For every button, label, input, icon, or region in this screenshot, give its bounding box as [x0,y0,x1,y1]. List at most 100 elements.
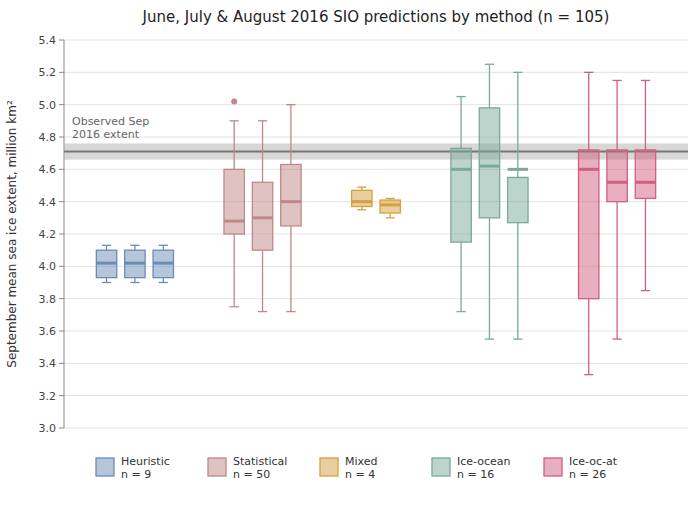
grid-line [64,363,688,364]
tick-label: 5.4 [39,34,57,47]
tick-label: 5.0 [39,99,57,112]
observed-label-line: Observed Sep [72,115,149,128]
whisker-cap-lower [485,338,494,339]
box [352,187,372,210]
box [96,245,116,282]
grid-line [64,40,688,41]
observed-label-line: 2016 extent [72,128,140,141]
observed-label: Observed Sep2016 extent [72,115,149,141]
tick-label: 3.4 [39,357,57,370]
box-body [607,150,627,202]
legend-label: Ice-oc-atn = 26 [569,455,618,481]
whisker-cap-upper [357,186,366,187]
box [252,121,272,312]
whisker-cap-upper [258,120,267,121]
median [125,262,145,265]
whisker-cap-lower [641,290,650,291]
whisker-cap-upper [612,80,621,81]
chart: June, July & August 2016 SIO predictions… [0,0,700,509]
legend-swatch [432,458,450,476]
box [508,72,528,339]
tick-mark [59,234,64,235]
legend-label-line: n = 26 [569,468,606,481]
grid-line [64,395,688,396]
whisker-cap-upper [513,72,522,73]
legend-label: Mixedn = 4 [345,455,377,481]
whisker-lower [106,278,107,283]
tick-mark [59,169,64,170]
tick-label: 4.2 [39,228,57,241]
legend-swatch [320,458,338,476]
legend-swatch [544,458,562,476]
whisker-lower [262,250,263,311]
plot-area [64,64,688,374]
whisker-lower [134,278,135,283]
box-body [479,108,499,218]
box-series [224,98,301,311]
whisker-cap-lower [612,338,621,339]
grid: 3.03.23.43.63.84.04.24.44.64.85.05.25.4 [39,34,689,435]
title: June, July & August 2016 SIO predictions… [142,8,610,26]
median [635,181,655,184]
whisker-lower [517,223,518,339]
tick-mark [59,40,64,41]
tick-label: 4.6 [39,163,57,176]
legend-label-line: n = 9 [121,468,151,481]
tick-label: 5.2 [39,66,57,79]
whisker-upper [106,245,107,250]
box [224,98,244,306]
median [281,200,301,203]
tick-mark [59,363,64,364]
whisker-upper [234,121,235,169]
median [380,203,400,206]
whisker-lower [163,278,164,283]
legend-label-line: Mixed [345,455,377,468]
whisker-cap-upper [485,64,494,65]
whisker-cap-upper [159,245,168,246]
whisker-lower [616,202,617,339]
box [125,245,145,282]
box-body [380,200,400,213]
legend-label: Heuristicn = 9 [121,455,170,481]
whisker-cap-upper [584,72,593,73]
flier [231,98,237,104]
box [635,80,655,290]
box-body [153,250,173,277]
legend-label-line: n = 16 [457,468,494,481]
median [224,220,244,223]
whisker-cap-lower [456,311,465,312]
box-body [508,177,528,222]
box-body [125,250,145,277]
median [508,168,528,171]
whisker-cap-lower [513,338,522,339]
legend-swatch [208,458,226,476]
legend-label-line: n = 50 [233,468,270,481]
tick-mark [59,104,64,105]
whisker-upper [517,72,518,177]
tick-mark [59,266,64,267]
grid-line [64,331,688,332]
box-body [352,190,372,206]
whisker-lower [460,242,461,312]
tick-mark [59,428,64,429]
whisker-cap-lower [286,311,295,312]
tick-label: 3.8 [39,293,57,306]
whisker-cap-lower [258,311,267,312]
tick-mark [59,137,64,138]
whisker-cap-upper [286,104,295,105]
box-series [96,245,173,282]
whisker-upper [645,80,646,150]
box [451,97,471,312]
whisker-lower [290,226,291,312]
whisker-upper [163,245,164,250]
whisker-cap-lower [130,282,139,283]
legend-label-line: Heuristic [121,455,170,468]
grid-line [64,428,688,429]
tick-mark [59,331,64,332]
whisker-upper [290,105,291,165]
legend-label: Statisticaln = 50 [233,455,287,481]
grid-line [64,137,688,138]
box-body [635,150,655,199]
tick-label: 3.2 [39,390,57,403]
whisker-cap-upper [230,120,239,121]
